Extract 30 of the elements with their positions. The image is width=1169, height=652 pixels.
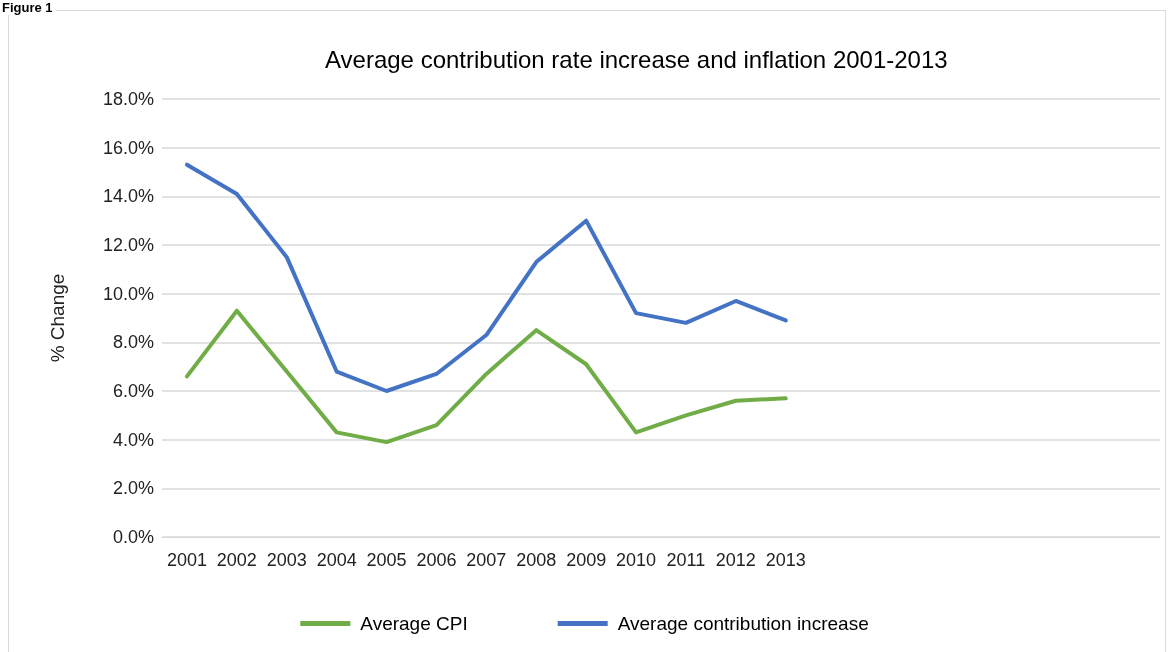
y-axis-title: % Change	[47, 273, 68, 363]
y-tick-label: 10.0%	[102, 283, 154, 304]
legend-label: Average contribution increase	[617, 613, 869, 634]
x-tick-label: 2006	[416, 550, 457, 570]
y-tick-label: 4.0%	[112, 429, 154, 450]
y-tick-label: 2.0%	[112, 478, 154, 499]
x-tick-label: 2005	[366, 550, 407, 570]
chart-title: Average contribution rate increase and inflation 2001-2013	[325, 45, 948, 73]
caption: Figure 1	[2, 0, 56, 15]
y-tick-label: 6.0%	[112, 381, 154, 401]
x-tick-label: 2011	[666, 550, 706, 570]
x-tick-label: 2001	[166, 550, 207, 570]
x-tick-label: 2007	[466, 550, 507, 570]
x-tick-label: 2003	[266, 550, 307, 570]
x-tick-label: 2008	[516, 550, 557, 570]
x-tick-label: 2012	[715, 550, 756, 570]
x-tick-label: 2002	[216, 550, 257, 570]
y-tick-label: 8.0%	[112, 332, 154, 353]
y-tick-label: 18.0%	[102, 89, 154, 109]
y-tick-label: 16.0%	[102, 137, 154, 158]
y-tick-label: 0.0%	[112, 527, 154, 547]
y-tick-label: 12.0%	[102, 235, 154, 255]
legend-label: Average CPI	[360, 613, 468, 634]
line-series	[184, 308, 788, 445]
x-tick-label: 2013	[765, 550, 806, 570]
line-series	[184, 162, 788, 393]
x-tick-label: 2009	[566, 550, 607, 570]
x-tick-label: 2004	[316, 550, 357, 570]
y-tick-label: 14.0%	[102, 186, 154, 207]
x-tick-label: 2010	[616, 550, 657, 570]
